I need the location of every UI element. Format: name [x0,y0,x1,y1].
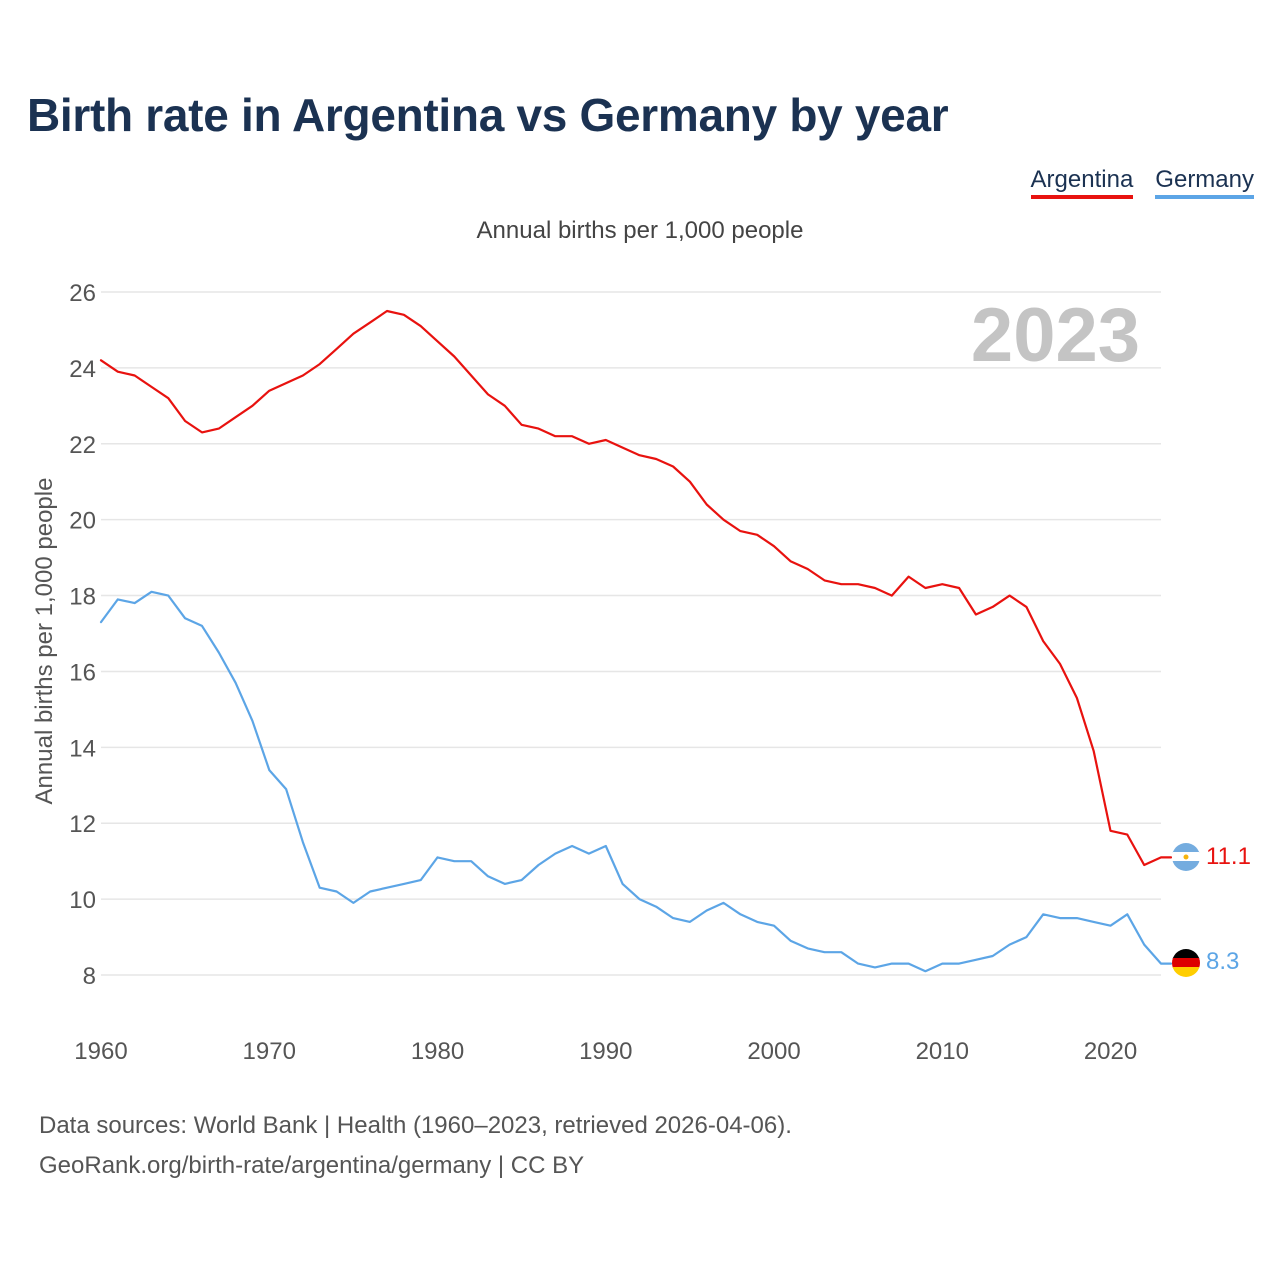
source-line-1: Data sources: World Bank | Health (1960–… [39,1112,792,1139]
y-tick-label: 16 [69,659,96,686]
y-axis-label: Annual births per 1,000 people [31,478,58,805]
legend: Argentina Germany [1030,166,1254,199]
source-line-2[interactable]: GeoRank.org/birth-rate/argentina/germany… [39,1152,585,1179]
series-line-germany[interactable] [99,590,1173,973]
x-axis-ticks: 1960 1970 1980 1990 2000 2010 2020 [74,1038,1137,1065]
y-axis-ticks: 8 10 12 14 16 18 20 22 24 26 [69,280,96,990]
year-watermark: 2023 [971,293,1140,378]
grid-lines [101,291,1161,976]
y-tick-label: 22 [69,432,96,459]
y-tick-label: 8 [83,963,96,990]
chart-subtitle: Annual births per 1,000 people [476,217,804,244]
y-tick-label: 10 [69,887,96,914]
legend-argentina[interactable]: Argentina [1030,166,1134,199]
y-tick-label: 20 [69,508,96,535]
line-chart: 8 10 12 14 16 18 20 22 24 26 1960 1970 1980 1990 2000… [31,280,1251,1065]
source-note: Data sources: World Bank | Health (1960–… [39,1106,792,1186]
y-tick-label: 14 [69,735,96,762]
germany-end-value: 8.3 [1206,948,1239,975]
x-tick-label: 2000 [747,1038,800,1065]
x-tick-label: 2020 [1084,1038,1137,1065]
y-tick-label: 12 [69,811,96,838]
x-tick-label: 1990 [579,1038,632,1065]
legend-germany[interactable]: Germany [1155,166,1254,199]
x-tick-label: 2010 [916,1038,969,1065]
chart-title: Birth rate in Argentina vs Germany by ye… [27,89,949,141]
argentina-end-value: 11.1 [1206,843,1251,870]
series-line-argentina[interactable] [99,309,1173,867]
x-tick-label: 1970 [243,1038,296,1065]
germany-flag-icon [1172,949,1200,977]
x-tick-label: 1980 [411,1038,464,1065]
y-tick-label: 24 [69,356,96,383]
y-tick-label: 26 [69,280,96,307]
y-tick-label: 18 [69,584,96,611]
x-tick-label: 1960 [74,1038,127,1065]
series-lines [99,309,1173,973]
argentina-flag-icon [1172,843,1200,871]
